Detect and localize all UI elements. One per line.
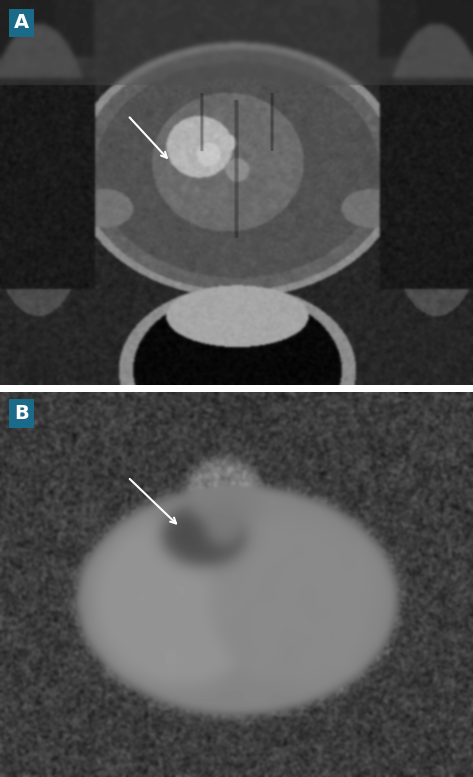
Text: A: A xyxy=(14,13,29,33)
Text: B: B xyxy=(14,404,29,423)
